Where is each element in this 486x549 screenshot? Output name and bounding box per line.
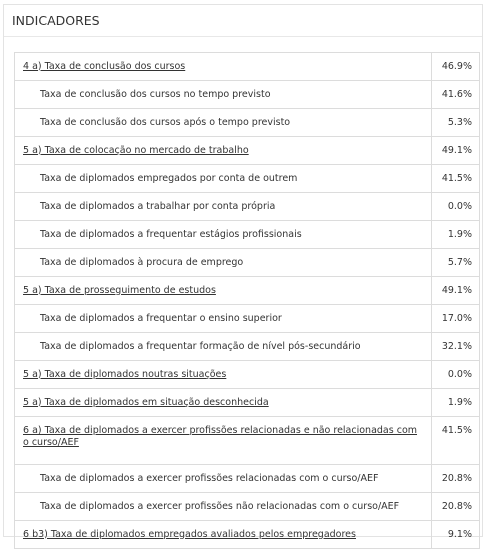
table-row: 6 a) Taxa de diplomados a exercer profis… — [14, 416, 480, 465]
row-value: 41.5% — [431, 164, 480, 193]
row-label: Taxa de diplomados a trabalhar por conta… — [14, 192, 432, 221]
table-row: Taxa de diplomados a frequentar o ensino… — [14, 304, 480, 333]
row-value: 5.7% — [431, 248, 480, 277]
indicator-link[interactable]: 5 a) Taxa de colocação no mercado de tra… — [23, 144, 249, 156]
indicators-panel: INDICADORES 4 a) Taxa de conclusão dos c… — [3, 4, 483, 549]
row-value: 49.1% — [431, 276, 480, 305]
row-label: Taxa de diplomados a frequentar estágios… — [14, 220, 432, 249]
table-row: 4 a) Taxa de conclusão dos cursos 46.9% — [14, 52, 480, 81]
row-value: 1.9% — [431, 388, 480, 417]
row-label: Taxa de diplomados a exercer profissões … — [14, 492, 432, 521]
row-label: 5 a) Taxa de diplomados noutras situaçõe… — [14, 360, 432, 389]
row-value: 20.8% — [431, 492, 480, 521]
row-label: Taxa de diplomados a exercer profissões … — [14, 464, 432, 493]
table-row: Taxa de diplomados a exercer profissões … — [14, 492, 480, 521]
table-row: Taxa de diplomados a frequentar formação… — [14, 332, 480, 361]
table-row: 5 a) Taxa de diplomados em situação desc… — [14, 388, 480, 417]
row-label: Taxa de diplomados a frequentar formação… — [14, 332, 432, 361]
table-row: 6 b3) Taxa de diplomados empregados aval… — [14, 520, 480, 549]
table-row: 5 a) Taxa de colocação no mercado de tra… — [14, 136, 480, 165]
row-label: Taxa de diplomados a frequentar o ensino… — [14, 304, 432, 333]
row-label: Taxa de diplomados empregados por conta … — [14, 164, 432, 193]
row-value: 46.9% — [431, 52, 480, 81]
indicator-link[interactable]: 5 a) Taxa de diplomados noutras situaçõe… — [23, 368, 227, 380]
indicator-link[interactable]: 6 b3) Taxa de diplomados empregados aval… — [23, 528, 356, 540]
row-label: 5 a) Taxa de diplomados em situação desc… — [14, 388, 432, 417]
row-label: Taxa de diplomados à procura de emprego — [14, 248, 432, 277]
indicator-link[interactable]: 5 a) Taxa de diplomados em situação desc… — [23, 396, 269, 408]
row-value: 32.1% — [431, 332, 480, 361]
table-row: Taxa de diplomados a trabalhar por conta… — [14, 192, 480, 221]
row-label: 4 a) Taxa de conclusão dos cursos — [14, 52, 432, 81]
row-label: 6 b3) Taxa de diplomados empregados aval… — [14, 520, 432, 549]
row-label: 5 a) Taxa de colocação no mercado de tra… — [14, 136, 432, 165]
row-value: 0.0% — [431, 360, 480, 389]
indicator-link[interactable]: 6 a) Taxa de diplomados a exercer profis… — [23, 425, 418, 448]
table-row: Taxa de diplomados a frequentar estágios… — [14, 220, 480, 249]
row-value: 0.0% — [431, 192, 480, 221]
table-row: Taxa de diplomados à procura de emprego … — [14, 248, 480, 277]
row-label: 6 a) Taxa de diplomados a exercer profis… — [14, 416, 432, 465]
row-label: Taxa de conclusão dos cursos no tempo pr… — [14, 80, 432, 109]
indicator-link[interactable]: 4 a) Taxa de conclusão dos cursos — [23, 60, 186, 72]
row-value: 1.9% — [431, 220, 480, 249]
row-value: 9.1% — [431, 520, 480, 549]
row-value: 41.5% — [431, 416, 480, 465]
table-row: 5 a) Taxa de diplomados noutras situaçõe… — [14, 360, 480, 389]
table-row: Taxa de conclusão dos cursos após o temp… — [14, 108, 480, 137]
row-value: 20.8% — [431, 464, 480, 493]
table-row: Taxa de diplomados a exercer profissões … — [14, 464, 480, 493]
table-row: 5 a) Taxa de prosseguimento de estudos 4… — [14, 276, 480, 305]
indicators-table: 4 a) Taxa de conclusão dos cursos 46.9% … — [14, 52, 480, 549]
panel-title: INDICADORES — [4, 5, 482, 37]
row-value: 17.0% — [431, 304, 480, 333]
row-value: 49.1% — [431, 136, 480, 165]
table-row: Taxa de conclusão dos cursos no tempo pr… — [14, 80, 480, 109]
row-value: 41.6% — [431, 80, 480, 109]
table-row: Taxa de diplomados empregados por conta … — [14, 164, 480, 193]
row-label: Taxa de conclusão dos cursos após o temp… — [14, 108, 432, 137]
indicator-link[interactable]: 5 a) Taxa de prosseguimento de estudos — [23, 284, 216, 296]
row-value: 5.3% — [431, 108, 480, 137]
row-label: 5 a) Taxa de prosseguimento de estudos — [14, 276, 432, 305]
